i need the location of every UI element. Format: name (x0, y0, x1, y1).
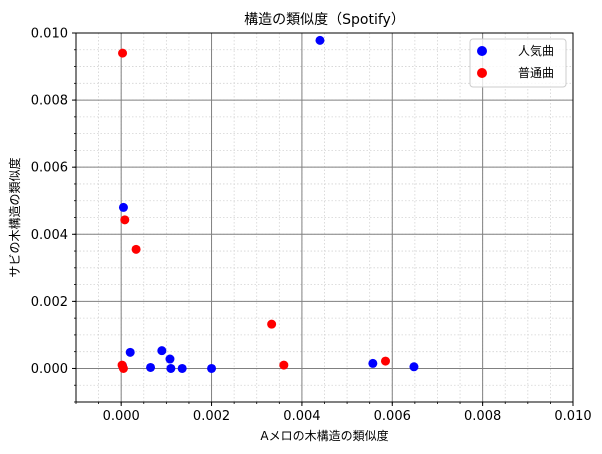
y-tick-labels: 0.000 0.002 0.004 0.006 0.008 0.010 (31, 27, 68, 377)
point-normal (267, 319, 277, 329)
x-tick-label: 0.010 (554, 409, 591, 424)
point-normal (380, 356, 390, 366)
point-normal (118, 363, 128, 373)
point-popular (118, 202, 128, 212)
y-tick-label: 0.004 (31, 228, 68, 243)
x-axis-label: Aメロの木構造の類似度 (260, 428, 388, 443)
point-popular (315, 35, 325, 45)
point-normal (131, 244, 141, 254)
x-tick-labels: 0.000 0.002 0.004 0.006 0.008 0.010 (103, 409, 592, 424)
point-popular (207, 363, 217, 373)
legend-box (469, 38, 567, 88)
x-tick-label: 0.000 (103, 409, 140, 424)
point-popular (125, 347, 135, 357)
point-popular (177, 363, 187, 373)
point-popular (146, 362, 156, 372)
point-popular (157, 346, 167, 356)
point-normal (118, 48, 128, 58)
x-tick-label: 0.006 (374, 409, 411, 424)
y-tick-label: 0.010 (31, 27, 68, 42)
y-tick-label: 0.002 (31, 295, 68, 310)
legend-marker-popular (477, 46, 487, 56)
point-popular (165, 354, 175, 364)
point-popular (409, 362, 419, 372)
data-points (117, 35, 419, 373)
legend-label-popular: 人気曲 (518, 43, 554, 58)
x-tick-label: 0.004 (283, 409, 320, 424)
y-tick-label: 0.000 (31, 362, 68, 377)
legend-marker-normal (477, 68, 487, 78)
point-popular (166, 363, 176, 373)
y-axis-label: サビの木構造の類似度 (7, 157, 22, 277)
point-normal (120, 215, 130, 225)
y-tick-label: 0.008 (31, 94, 68, 109)
x-tick-label: 0.008 (464, 409, 501, 424)
chart-title: 構造の類似度（Spotify） (244, 12, 405, 28)
legend: 人気曲 普通曲 (469, 38, 567, 88)
y-tick-label: 0.006 (31, 161, 68, 176)
point-popular (368, 358, 378, 368)
legend-label-normal: 普通曲 (518, 66, 554, 80)
axis-ticks (72, 32, 574, 406)
point-normal (279, 360, 289, 370)
x-tick-label: 0.002 (193, 409, 230, 424)
